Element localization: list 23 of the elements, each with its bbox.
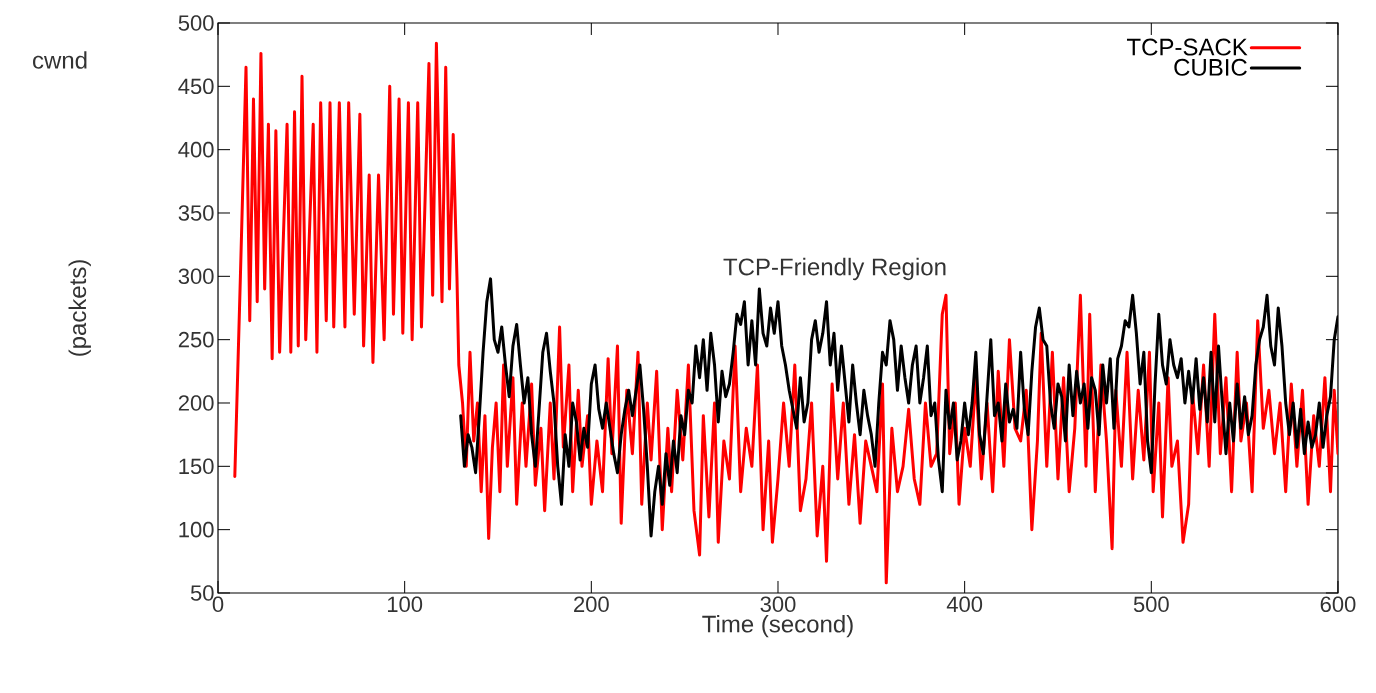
y-tick-label: 500 [178,15,214,31]
x-tick-label: 200 [574,596,609,613]
x-tick-label: 0 [212,596,224,613]
y-tick-label: 150 [179,458,214,475]
x-tick-label: 400 [946,596,983,613]
y-tick-label: 450 [178,78,214,95]
text: cwnd [33,51,87,69]
x-tick-label: 300 [760,596,796,613]
x-tick-label: 500 [1133,596,1169,613]
y-tick-label: 300 [178,268,214,285]
y-tick-label: 200 [178,395,214,411]
y-tick-label: 50 [190,585,214,601]
legend-label: CUBIC [1174,58,1247,76]
legend-label: TCP-SACK [1126,38,1248,56]
x-tick-label: 100 [387,596,423,613]
y-tick-label: 400 [178,141,214,158]
annotation: TCP-Friendly Region [723,257,946,281]
x-tick-label: 600 [1320,596,1356,613]
y-axis-title: (packets) [68,260,91,356]
x-axis-title: Time (second) [702,614,853,638]
y-tick-label: 350 [178,205,214,221]
y-tick-label: 250 [178,331,214,348]
y-tick-label: 100 [179,521,214,538]
